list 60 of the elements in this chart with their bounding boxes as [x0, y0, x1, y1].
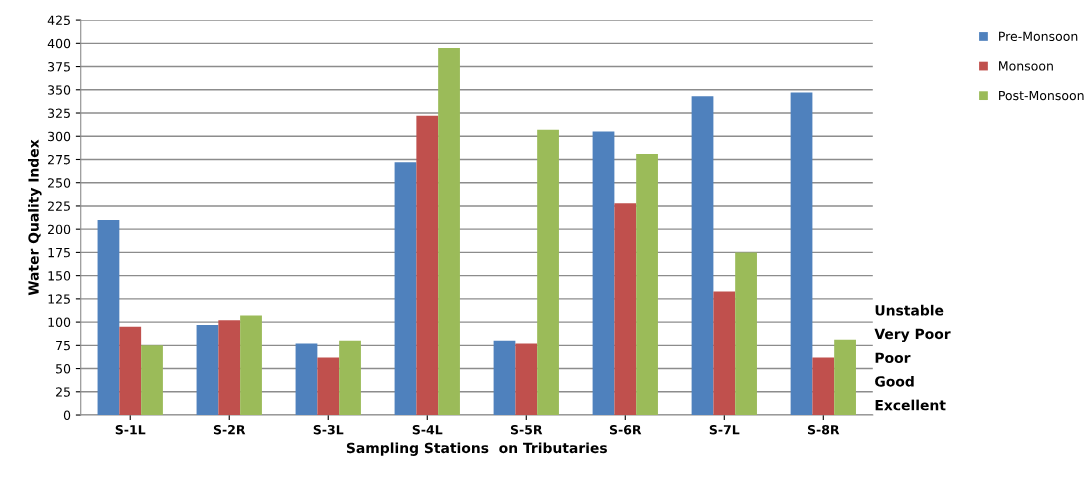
bar: [614, 203, 637, 416]
bar: [339, 340, 361, 416]
y-tick-label: 275: [48, 154, 70, 165]
y-tick-label: 325: [48, 108, 70, 118]
bar: [196, 324, 219, 416]
legend-label: Monsoon: [999, 61, 1053, 71]
bar: [735, 252, 757, 416]
bar: [394, 162, 417, 416]
y-tick-label: 250: [48, 178, 71, 188]
y-axis-title: Water Quality Index: [28, 139, 42, 296]
bar: [141, 345, 163, 416]
bar: [713, 291, 736, 416]
y-tick-label: 100: [48, 317, 71, 328]
bar: [97, 219, 120, 416]
y-tick-label: 400: [47, 38, 71, 49]
y-tick-label: 175: [48, 248, 70, 258]
bar: [416, 115, 439, 416]
legend-label: Post-Monsoon: [999, 90, 1084, 101]
y-tick-label: 375: [48, 62, 70, 72]
bar: [790, 92, 813, 416]
x-tick-label: S-6R: [609, 424, 642, 435]
y-tick-label: 25: [56, 387, 70, 397]
bar: [537, 129, 559, 416]
bar: [493, 340, 516, 416]
y-tick-label: 50: [56, 364, 71, 374]
x-tick-label: S-1L: [115, 424, 146, 435]
x-tick-label: S-7L: [709, 424, 740, 435]
text: Good: [875, 375, 914, 387]
bar: [317, 357, 340, 416]
bar: [515, 343, 538, 416]
bar: [812, 357, 835, 416]
bar: [834, 339, 856, 416]
text: Very Poor: [874, 328, 951, 342]
x-tick-label: S-8R: [807, 424, 840, 435]
y-tick-label: 0: [63, 410, 71, 420]
x-tick-label: S-2R: [213, 424, 246, 435]
bar: [636, 153, 658, 416]
y-tick-label: 425: [47, 15, 70, 26]
legend-label: Pre-Monsoon: [999, 31, 1078, 42]
x-tick-label: S-5R: [510, 424, 543, 435]
bar: [438, 47, 460, 416]
bar: [691, 96, 714, 416]
y-tick-label: 75: [56, 340, 70, 351]
bar: [119, 326, 142, 416]
y-tick-label: 200: [48, 224, 71, 235]
text: Unstable: [875, 304, 944, 316]
y-tick-label: 350: [48, 85, 71, 95]
x-axis-title: Sampling Stations on Tributaries: [346, 442, 607, 456]
bar: [295, 343, 318, 416]
text: Excellent: [875, 399, 946, 411]
x-tick-label: S-3L: [313, 424, 344, 435]
y-tick-label: 125: [48, 294, 70, 304]
text: Poor: [875, 352, 911, 363]
x-tick-label: S-4L: [412, 424, 443, 435]
y-tick-label: 300: [48, 131, 71, 142]
y-tick-label: 150: [48, 271, 71, 281]
bar: [218, 320, 241, 416]
bar: [592, 131, 615, 416]
bar: [240, 315, 262, 416]
y-tick-label: 225: [48, 201, 70, 211]
